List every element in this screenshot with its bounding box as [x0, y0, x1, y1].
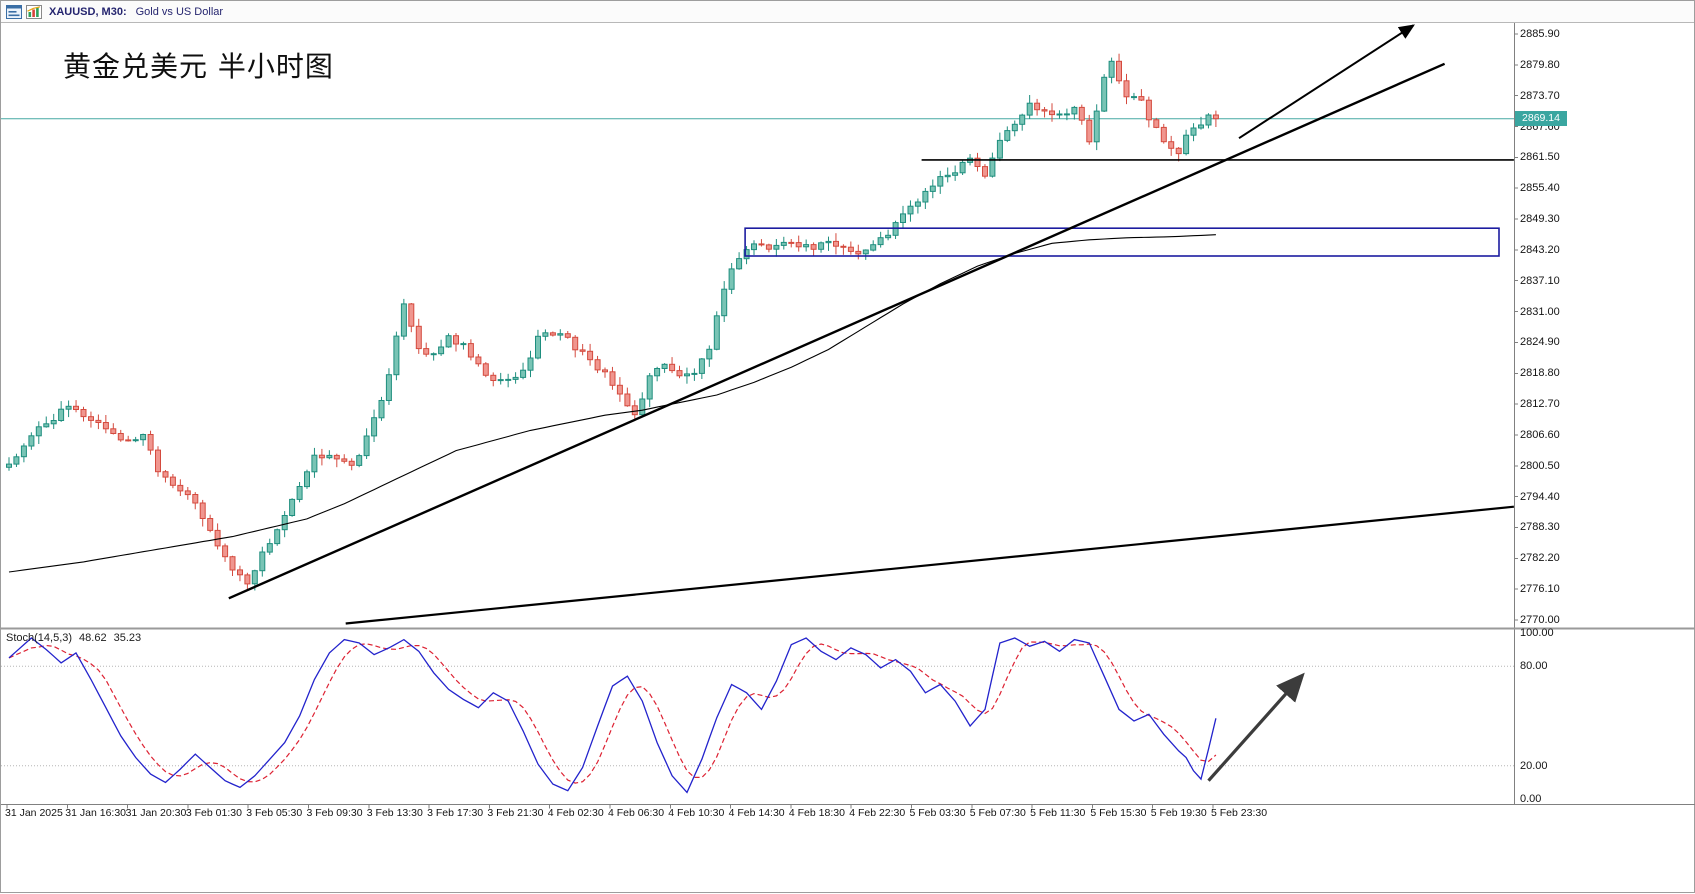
time-axis-label: 5 Feb 03:30: [909, 807, 966, 819]
price-axis-label: 2806.60: [1520, 428, 1560, 441]
stoch-scale-label: 100.00: [1520, 627, 1554, 639]
time-axis-label: 3 Feb 13:30: [366, 807, 423, 819]
time-axis-label: 5 Feb 07:30: [969, 807, 1026, 819]
candles-layer: [6, 53, 1219, 591]
stoch-signal-value: 35.23: [113, 632, 142, 644]
chart-title-bar: XAUUSD, M30: Gold vs US Dollar: [1, 1, 1694, 23]
current-price-badge: 2869.14: [1515, 111, 1567, 127]
price-axis-label: 2782.20: [1520, 552, 1560, 565]
stoch-scale-label: 80.00: [1520, 660, 1548, 673]
stoch-scale-label: 0.00: [1520, 793, 1542, 805]
time-axis-label: 4 Feb 02:30: [547, 807, 604, 819]
time-axis-label: 3 Feb 09:30: [306, 807, 363, 819]
price-axis-label: 2855.40: [1520, 182, 1560, 195]
time-axis-label: 5 Feb 15:30: [1090, 807, 1147, 819]
price-axis-label: 2770.00: [1520, 614, 1560, 626]
price-axis-label: 2843.20: [1520, 243, 1560, 256]
price-axis-label: 2794.40: [1520, 490, 1560, 503]
price-axis-label: 2849.30: [1520, 213, 1560, 226]
price-axis-label: 2885.90: [1520, 28, 1560, 40]
chart-annotation-text: 黄金兑美元 半小时图: [63, 50, 334, 83]
chart-title-description: Gold vs US Dollar: [135, 5, 224, 18]
time-axis-label: 4 Feb 18:30: [788, 807, 845, 819]
trendline-steep[interactable]: [228, 62, 1446, 600]
time-axis-label: 5 Feb 23:30: [1211, 807, 1268, 819]
price-axis-label: 2800.50: [1520, 459, 1560, 472]
trendline-shallow[interactable]: [345, 505, 1515, 625]
time-axis-label: 3 Feb 17:30: [427, 807, 484, 819]
up-arrow[interactable]: [1238, 24, 1415, 140]
time-axis-label: 3 Feb 01:30: [185, 807, 242, 819]
time-axis-label: 4 Feb 14:30: [728, 807, 785, 819]
time-axis-label: 31 Jan 16:30: [65, 807, 127, 819]
price-axis-label: 2831.00: [1520, 305, 1560, 318]
price-axis-label: 2879.80: [1520, 58, 1560, 71]
time-axis-label: 3 Feb 21:30: [487, 807, 544, 819]
time-axis-label: 31 Jan 20:30: [125, 807, 187, 819]
stoch-main-value: 48.62: [79, 632, 107, 644]
window-menu-icon: [6, 4, 22, 19]
time-axis-label: 5 Feb 11:30: [1030, 807, 1086, 819]
stoch-scale-label: 20.00: [1520, 759, 1548, 772]
price-axis-label: 2788.30: [1520, 521, 1560, 534]
price-axis-label: 2812.70: [1520, 398, 1560, 411]
time-axis-label: 3 Feb 05:30: [246, 807, 303, 819]
stoch-main-line: [8, 637, 1217, 794]
time-axis-label: 4 Feb 22:30: [849, 807, 906, 819]
price-axis-label: 2824.90: [1520, 336, 1560, 349]
stoch-signal-line: [8, 641, 1217, 784]
stoch-indicator-label: Stoch(14,5,3) 48.62 35.23: [6, 632, 141, 644]
time-axis-label: 4 Feb 10:30: [668, 807, 725, 819]
stoch-up-arrow[interactable]: [1207, 672, 1305, 782]
price-axis-label: 2873.70: [1520, 89, 1560, 102]
price-axis-label: 2776.10: [1520, 583, 1560, 596]
stoch-name: Stoch(14,5,3): [6, 632, 73, 644]
price-axis-label: 2861.50: [1520, 151, 1560, 164]
time-axis-label: 31 Jan 2025: [5, 807, 63, 819]
time-axis-label: 5 Feb 19:30: [1150, 807, 1207, 819]
chart-window-icon: [26, 4, 42, 19]
price-axis-label: 2818.80: [1520, 367, 1560, 380]
price-axis-label: 2837.10: [1520, 274, 1560, 287]
chart-title-symbol: XAUUSD, M30:: [49, 5, 127, 18]
time-axis-label: 4 Feb 06:30: [608, 807, 665, 819]
price-zone-rectangle[interactable]: [744, 227, 1500, 257]
